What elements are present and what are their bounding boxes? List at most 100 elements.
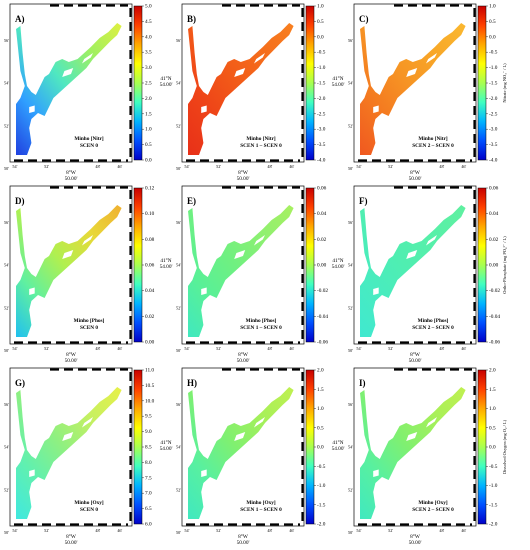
colorbar-tick-label: 0.04 [489, 211, 499, 217]
estuary-water-body [360, 205, 466, 337]
colorbar-tick-label: 0.0 [317, 445, 324, 451]
x-tick-label: 54' [356, 164, 361, 169]
x-tick-label: 48' [439, 164, 444, 169]
colorbar-ramp [133, 187, 143, 343]
colorbar-tick-label: 1.5 [317, 387, 324, 393]
x-tick-label: 48' [267, 346, 272, 351]
x-tick-label: 46' [461, 528, 466, 533]
y-tick-label: 56' [348, 220, 353, 225]
latitude-degree-label: 41°N [160, 75, 171, 82]
colorbar-tick-label: -2.0 [489, 96, 498, 102]
y-tick-label: 52' [348, 305, 353, 310]
x-tick-label: 54' [12, 528, 17, 533]
colorbar-tick-label: 7.0 [145, 491, 152, 497]
colorbar-tick-label: -0.06 [317, 340, 328, 346]
x-tick-label: 52' [388, 346, 393, 351]
y-tick-label: 50' [176, 348, 181, 353]
x-tick-label: 46' [289, 528, 294, 533]
longitude-degree-label: 8°W [410, 169, 420, 176]
panel-subtitle: SCEN 0 [80, 143, 98, 149]
colorbar-tick-label: -0.06 [489, 340, 500, 346]
colorbar: -2.0 -1.5 -1.0 -0.5 0.0 0.5 1.0 1.5 2.0 [305, 368, 326, 528]
latitude-degree-label: 41°N [332, 257, 343, 264]
panel-subtitle: SCEN 2 – SCEN 0 [412, 507, 454, 513]
longitude-degree-label: 8°W [66, 533, 76, 540]
colorbar-ramp [305, 187, 315, 343]
longitude-minute-label: 50.00' [65, 358, 78, 364]
y-tick-label: 54' [176, 81, 181, 86]
x-tick-label: 48' [439, 528, 444, 533]
x-tick-label: 54' [184, 164, 189, 169]
x-tick-label: 52' [388, 164, 393, 169]
colorbar: -2.0 -1.5 -1.0 -0.5 0.0 0.5 1.0 1.5 2.0 Dissolved… [477, 368, 507, 528]
colorbar-tick-label: 8.5 [145, 445, 152, 451]
panel-subtitle: SCEN 1 – SCEN 0 [240, 507, 282, 513]
estuary-water-body [16, 205, 122, 337]
colorbar-tick-label: 0.02 [145, 314, 155, 320]
x-tick-label: 52' [216, 528, 221, 533]
longitude-minute-label: 50.00' [409, 358, 422, 364]
y-tick-label: 54' [348, 81, 353, 86]
y-tick-label: 52' [348, 487, 353, 492]
panel-letter: I) [359, 378, 366, 388]
y-tick-label: 52' [4, 305, 9, 310]
x-tick-label: 54' [184, 346, 189, 351]
y-tick-label: 56' [176, 38, 181, 43]
colorbar-ramp [477, 369, 487, 525]
latitude-minute-label: 54.00' [332, 82, 345, 88]
panel-letter: E) [187, 196, 196, 206]
colorbar: -0.06 -0.04 -0.02 0.00 0.02 0.04 0.06 Ortho-Pho… [477, 186, 507, 346]
longitude-degree-label: 8°W [238, 169, 248, 176]
longitude-minute-label: 50.00' [237, 358, 250, 364]
y-tick-label: 50' [176, 530, 181, 535]
panel-title: Minho [Nitr] [418, 136, 448, 142]
latitude-minute-label: 54.00' [332, 264, 345, 270]
map-panel: B) Minho [Nitr]SCEN 1 – SCEN 0 56' 54' 52' 50… [160, 3, 305, 182]
y-tick-label: 52' [348, 123, 353, 128]
map-panel: G)Minho [Oxy]SCEN 056'54'52'50' 54' 52' 48'… [4, 367, 133, 546]
estuary-water-body [188, 387, 294, 519]
map-panel: I) Minho [Oxy]SCEN 2 – SCEN 0 56' 54' 52' 50'… [332, 367, 477, 546]
colorbar-ramp [133, 5, 143, 161]
longitude-degree-label: 8°W [238, 351, 248, 358]
longitude-degree-label: 8°W [410, 351, 420, 358]
panel-letter: A) [15, 14, 25, 24]
map-panel: A)Minho [Nitr]SCEN 056'54'52'50' 54' 52' 48… [4, 3, 133, 182]
panel-letter: B) [187, 14, 196, 24]
colorbar-tick-label: 0.02 [317, 237, 327, 243]
latitude-degree-label: 41°N [160, 257, 171, 264]
latitude-degree-label: 41°N [160, 439, 171, 446]
colorbar-tick-label: 7.5 [145, 475, 152, 481]
colorbar-tick-label: 0.5 [317, 425, 324, 431]
colorbar-tick-label: -0.04 [317, 314, 328, 320]
colorbar-tick-label: 10.0 [145, 398, 155, 404]
colorbar-unit-label: Nitrate (mg NO₃⁻ / L) [502, 63, 507, 103]
y-tick-label: 54' [4, 81, 9, 86]
longitude-degree-label: 8°W [410, 533, 420, 540]
longitude-minute-label: 50.00' [237, 176, 250, 182]
panel-letter: F) [359, 196, 368, 206]
longitude-minute-label: 50.00' [409, 176, 422, 182]
estuary-water-body [188, 23, 294, 155]
y-tick-label: 56' [4, 220, 9, 225]
colorbar-tick-label: -0.02 [489, 288, 500, 294]
colorbar-unit-label: Dissolved Oxygen (mg O₂ / L) [502, 419, 507, 474]
x-tick-label: 48' [267, 528, 272, 533]
colorbar-tick-label: -1.5 [317, 81, 326, 87]
y-tick-label: 50' [4, 530, 9, 535]
y-tick-label: 56' [176, 402, 181, 407]
colorbar-tick-label: 0.04 [145, 288, 155, 294]
colorbar-tick-label: 5.0 [145, 4, 152, 10]
colorbar-tick-label: -3.0 [489, 127, 498, 133]
x-tick-label: 52' [44, 164, 49, 169]
colorbar-tick-label: 0.04 [317, 211, 327, 217]
colorbar-tick-label: 0.00 [145, 340, 155, 346]
y-tick-label: 52' [4, 123, 9, 128]
x-tick-label: 48' [439, 346, 444, 351]
panel-title: Minho [Oxy] [246, 500, 276, 506]
colorbar-tick-label: 0.0 [489, 34, 496, 40]
panel-subtitle: SCEN 0 [80, 325, 98, 331]
x-tick-label: 54' [12, 346, 17, 351]
y-tick-label: 50' [348, 166, 353, 171]
